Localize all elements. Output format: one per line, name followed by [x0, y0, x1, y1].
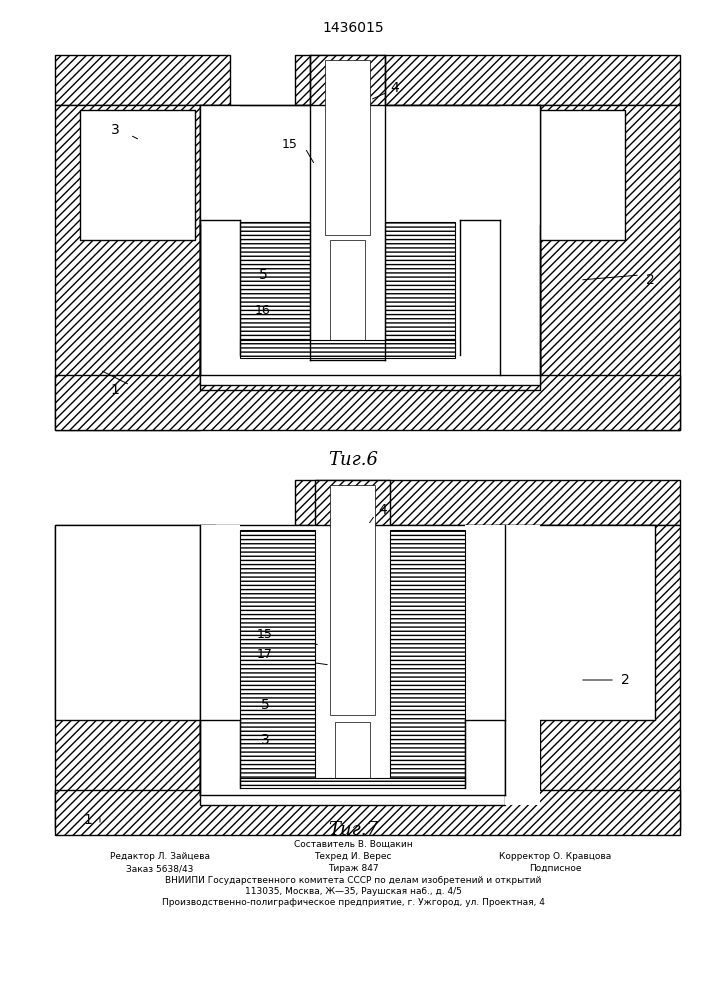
- Text: 2: 2: [645, 273, 655, 287]
- Bar: [200, 105, 240, 225]
- Bar: [315, 780, 390, 788]
- Bar: [310, 240, 330, 355]
- Text: Редактор Л. Зайцева: Редактор Л. Зайцева: [110, 852, 210, 861]
- Bar: [365, 240, 385, 355]
- Bar: [200, 780, 505, 795]
- Text: 17: 17: [257, 648, 273, 662]
- Bar: [200, 720, 240, 795]
- Text: 2: 2: [621, 673, 629, 687]
- Bar: [330, 240, 365, 355]
- Bar: [200, 525, 505, 805]
- Bar: [55, 55, 230, 105]
- Bar: [200, 105, 540, 385]
- Bar: [385, 222, 455, 355]
- Bar: [465, 720, 505, 795]
- Text: ВНИИПИ Государственного комитета СССР по делам изобретений и открытий: ВНИИПИ Государственного комитета СССР по…: [165, 876, 541, 885]
- Text: Τиг.6: Τиг.6: [328, 451, 378, 469]
- Text: Производственно-полиграфическое предприятие, г. Ужгород, ул. Проектная, 4: Производственно-полиграфическое предприя…: [162, 898, 544, 907]
- Bar: [505, 525, 540, 805]
- Bar: [500, 220, 540, 375]
- Bar: [495, 525, 655, 720]
- Text: Составитель В. Вощакин: Составитель В. Вощакин: [293, 840, 412, 849]
- Bar: [315, 480, 390, 720]
- Bar: [540, 525, 680, 830]
- Text: 4: 4: [391, 81, 399, 95]
- Bar: [55, 375, 680, 430]
- Text: Корректор О. Кравцова: Корректор О. Кравцова: [499, 852, 611, 861]
- Text: 1436015: 1436015: [322, 21, 384, 35]
- Bar: [310, 340, 385, 360]
- Bar: [80, 110, 195, 240]
- Text: Τиг.7: Τиг.7: [328, 821, 378, 839]
- Text: 15: 15: [282, 138, 298, 151]
- Text: 1: 1: [83, 813, 93, 827]
- Bar: [200, 105, 240, 220]
- Bar: [500, 105, 540, 220]
- Bar: [390, 530, 465, 785]
- Text: 5: 5: [261, 698, 269, 712]
- Bar: [540, 105, 680, 430]
- Bar: [500, 105, 540, 225]
- Bar: [310, 55, 385, 240]
- Bar: [240, 530, 315, 785]
- Bar: [55, 525, 200, 830]
- Bar: [328, 722, 335, 785]
- Bar: [200, 355, 540, 390]
- Bar: [325, 60, 370, 235]
- Text: Подписное: Подписное: [529, 864, 581, 873]
- Bar: [200, 220, 240, 375]
- Bar: [295, 55, 680, 105]
- Bar: [370, 722, 377, 785]
- Bar: [510, 110, 625, 240]
- Text: Тираж 847: Тираж 847: [327, 864, 378, 873]
- Text: 5: 5: [259, 268, 267, 282]
- Text: Техред И. Верес: Техред И. Верес: [314, 852, 392, 861]
- Bar: [295, 480, 680, 525]
- Bar: [240, 222, 310, 355]
- Text: 16: 16: [255, 304, 271, 316]
- Text: 3: 3: [261, 733, 269, 747]
- Bar: [315, 720, 330, 785]
- Text: Заказ 5638/43: Заказ 5638/43: [127, 864, 194, 873]
- Text: 4: 4: [379, 503, 387, 517]
- Text: 1: 1: [110, 383, 119, 397]
- Bar: [55, 105, 200, 430]
- Bar: [55, 525, 215, 720]
- Text: 113035, Москва, Ж—35, Раушская наб., д. 4/5: 113035, Москва, Ж—35, Раушская наб., д. …: [245, 887, 462, 896]
- Bar: [240, 778, 465, 788]
- Bar: [200, 525, 240, 720]
- Bar: [330, 485, 375, 715]
- Bar: [335, 722, 370, 785]
- Bar: [240, 340, 455, 358]
- Bar: [375, 720, 390, 785]
- Bar: [55, 790, 680, 835]
- Bar: [465, 525, 505, 720]
- Text: 15: 15: [257, 629, 273, 642]
- Text: 3: 3: [110, 123, 119, 137]
